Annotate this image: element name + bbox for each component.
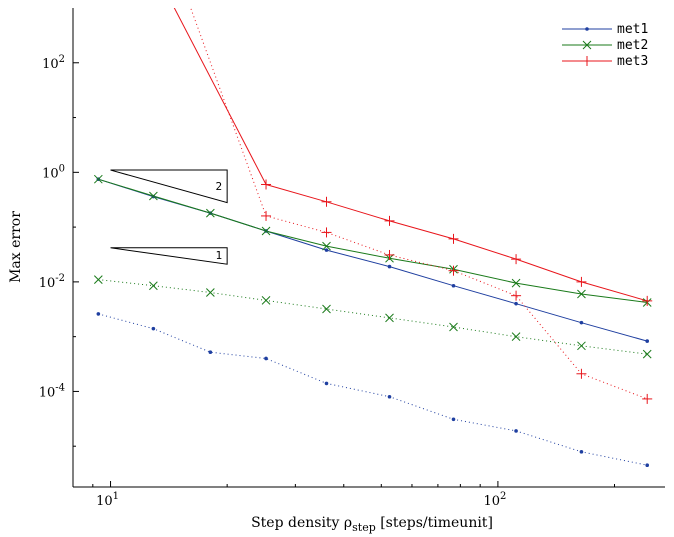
- reference-4-point-1: [149, 281, 158, 291]
- x-axis-title: Step density ρstep [steps/timeunit]: [251, 515, 493, 534]
- reference-4-point-9: [642, 349, 652, 359]
- steep-segment-0: [173, 8, 267, 185]
- y-tick-label-0: 10-4: [39, 382, 65, 400]
- reference-3-point-4: [324, 381, 329, 386]
- reference-4-point-4: [322, 304, 331, 314]
- reference-4-line: [98, 279, 648, 355]
- met2-point-8: [577, 289, 586, 299]
- legend-marker: [582, 56, 592, 66]
- met2-point-1: [149, 191, 158, 201]
- slope-triangle-label: 2: [216, 180, 223, 193]
- reference-4-point-0: [93, 275, 103, 284]
- slope-triangle-shape: [110, 169, 228, 204]
- y-axis-title-text: Max error: [8, 211, 24, 283]
- legend-marker: [585, 27, 589, 31]
- met3-point-6: [642, 295, 653, 306]
- met2-line: [98, 178, 648, 303]
- reference-4-point-7: [511, 332, 521, 342]
- x-axis-title-subscript: step: [352, 521, 376, 534]
- axis-ticks: 101 102 10-4 10-2 100 102: [39, 54, 616, 509]
- axes: [72, 8, 665, 488]
- met2-point-3: [261, 226, 271, 236]
- met1-point-9: [645, 339, 650, 343]
- reference-3-point-8: [579, 450, 584, 454]
- met2-point-4: [322, 241, 331, 251]
- steep-segment-1: [190, 8, 267, 217]
- legend-marker: [582, 40, 592, 50]
- reference-3-point-2: [208, 350, 213, 355]
- reference-4-point-5: [385, 313, 394, 323]
- legend-label: met2: [617, 38, 648, 53]
- reference-4-point-2: [206, 288, 215, 297]
- reference-3-point-6: [451, 417, 456, 422]
- x-tick-label-0: 101: [96, 491, 119, 509]
- x-axis-title-suffix: [steps/timeunit]: [376, 515, 493, 531]
- reference-5-point-3: [448, 265, 459, 276]
- legend-label: met3: [617, 54, 648, 69]
- y-tick-label-2: 100: [42, 163, 65, 181]
- reference-5-point-4: [511, 290, 522, 301]
- x-tick-label-1: 102: [483, 491, 506, 509]
- met3-point-5: [576, 276, 587, 287]
- reference-5-point-5: [576, 368, 587, 379]
- reference-4-point-8: [577, 341, 586, 351]
- legend-item-met3: met3: [562, 54, 648, 69]
- met3-point-4: [511, 254, 522, 265]
- y-tick-label-1: 10-2: [39, 273, 65, 291]
- slope-triangle-1: 1: [110, 247, 228, 265]
- reference-3-line: [98, 313, 648, 466]
- reference-3-point-3: [264, 356, 268, 361]
- reference-3-point-9: [645, 463, 650, 468]
- legend-box: [556, 16, 658, 72]
- legend-label: met1: [617, 22, 648, 37]
- reference-4-point-3: [261, 295, 271, 305]
- legend-item-met2: met2: [562, 38, 648, 53]
- met3-point-1: [321, 196, 332, 207]
- met2-point-2: [206, 208, 215, 218]
- reference-5-point-6: [642, 393, 653, 404]
- met3-point-3: [448, 233, 459, 244]
- reference-5-point-0: [261, 210, 272, 221]
- slope-triangle-label: 1: [216, 249, 223, 262]
- reference-5-point-1: [321, 227, 332, 238]
- slope-triangle-shape: [110, 247, 228, 265]
- met3-point-2: [384, 215, 395, 226]
- reference-3-point-1: [151, 326, 156, 331]
- met1-point-4: [324, 248, 329, 252]
- reference-5-point-2: [384, 249, 395, 260]
- reference-3-point-0: [96, 312, 101, 316]
- legend-item-met1: met1: [562, 22, 648, 37]
- reference-4-point-6: [449, 322, 458, 332]
- reference-3-point-7: [514, 429, 518, 433]
- met1-point-6: [451, 283, 456, 288]
- slope-triangle-2: 2: [110, 169, 228, 204]
- met1-point-7: [514, 301, 518, 306]
- y-axis-title: Max error: [8, 211, 24, 283]
- reference-3-point-5: [387, 394, 392, 399]
- slope-triangles: 21: [110, 169, 228, 265]
- x-axis-title-main: Step density ρ: [251, 515, 352, 531]
- series-markers: [93, 174, 653, 468]
- y-tick-label-3: 102: [42, 54, 65, 72]
- met1-point-8: [579, 320, 584, 325]
- met2-point-7: [511, 278, 521, 288]
- met2-point-0: [93, 174, 103, 184]
- met1-point-5: [387, 264, 392, 269]
- met3-point-0: [261, 179, 272, 190]
